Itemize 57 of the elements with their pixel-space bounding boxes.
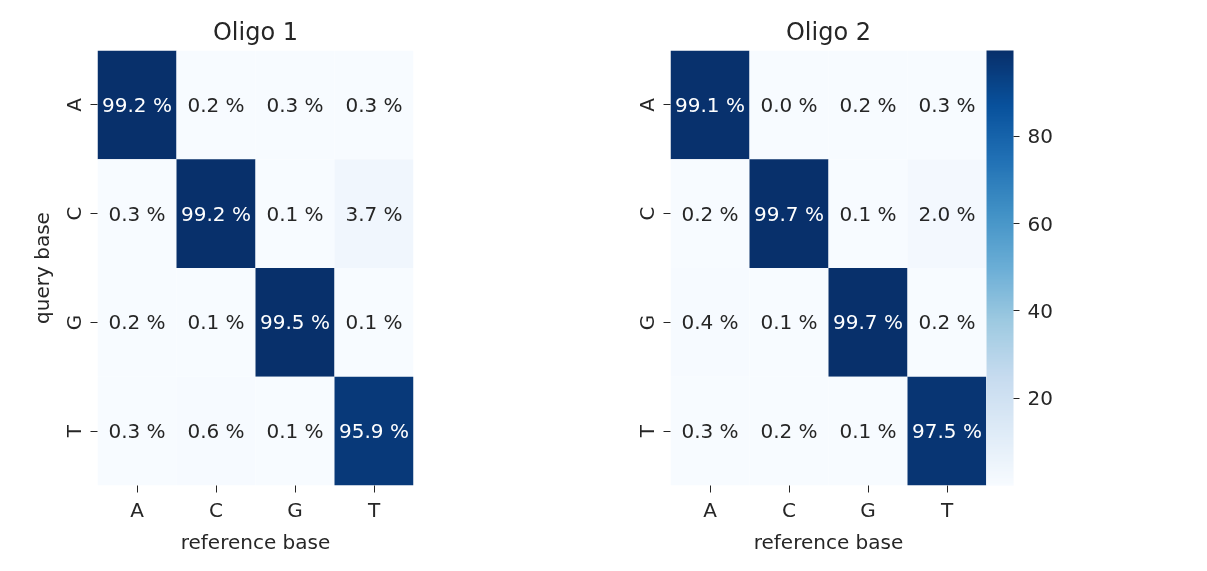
data-label: 0.1 % [266, 419, 324, 444]
x-tick-label: G [860, 497, 876, 522]
data-label: 97.5 % [912, 419, 982, 444]
data-label: 0.0 % [760, 92, 818, 117]
data-label: 0.1 % [760, 310, 818, 335]
y-tick-label: T [61, 424, 86, 439]
data-label: 0.3 % [266, 92, 324, 117]
color-bar-label: 40 [1027, 298, 1053, 323]
color-bar-label: 20 [1027, 386, 1053, 411]
x-tick-label: A [130, 497, 145, 522]
data-label: 0.3 % [108, 201, 166, 226]
y-tick-label: G [61, 314, 86, 331]
data-label: 0.2 % [187, 92, 245, 117]
data-label: 99.2 % [181, 201, 251, 226]
data-label: 99.7 % [833, 310, 903, 335]
x-tick-label: A [703, 497, 718, 522]
chart-title: Oligo 1 [212, 17, 299, 46]
data-label: 0.1 % [266, 201, 324, 226]
x-tick-label: C [782, 497, 796, 522]
data-label: 0.6 % [187, 419, 245, 444]
x-tick-label: C [209, 497, 223, 522]
data-label: 0.3 % [681, 419, 739, 444]
x-tick-label: T [366, 497, 381, 522]
y-tick-label: T [634, 424, 659, 439]
data-label: 0.2 % [760, 419, 818, 444]
data-label: 0.1 % [839, 419, 897, 444]
data-label: 2.0 % [918, 201, 976, 226]
color-bar-label: 60 [1027, 211, 1053, 236]
x-tick-label: T [939, 497, 954, 522]
y-axis-title: query base [29, 212, 54, 324]
color-bar-label: 80 [1027, 124, 1053, 149]
data-label: 0.1 % [187, 310, 245, 335]
data-label: 95.9 % [339, 419, 409, 444]
data-label: 99.1 % [675, 92, 745, 117]
data-label: 0.1 % [345, 310, 403, 335]
data-label: 0.4 % [681, 310, 739, 335]
data-label: 0.2 % [681, 201, 739, 226]
data-label: 0.1 % [839, 201, 897, 226]
x-axis-title: reference base [753, 529, 904, 554]
y-tick-label: A [634, 97, 659, 112]
data-label: 3.7 % [345, 201, 403, 226]
y-tick-label: C [61, 206, 86, 221]
x-axis-title: reference base [180, 529, 331, 554]
y-tick-label: A [61, 97, 86, 112]
data-label: 99.5 % [260, 310, 330, 335]
data-label: 0.2 % [839, 92, 897, 117]
chart-title: Oligo 2 [785, 17, 872, 46]
data-label: 99.2 % [102, 92, 172, 117]
data-label: 0.2 % [918, 310, 976, 335]
data-label: 0.3 % [345, 92, 403, 117]
data-label: 0.2 % [108, 310, 166, 335]
data-label: 0.3 % [108, 419, 166, 444]
data-label: 99.7 % [754, 201, 824, 226]
y-tick-label: C [634, 206, 659, 221]
y-tick-label: G [634, 314, 659, 331]
data-label: 0.3 % [918, 92, 976, 117]
x-tick-label: G [287, 497, 303, 522]
